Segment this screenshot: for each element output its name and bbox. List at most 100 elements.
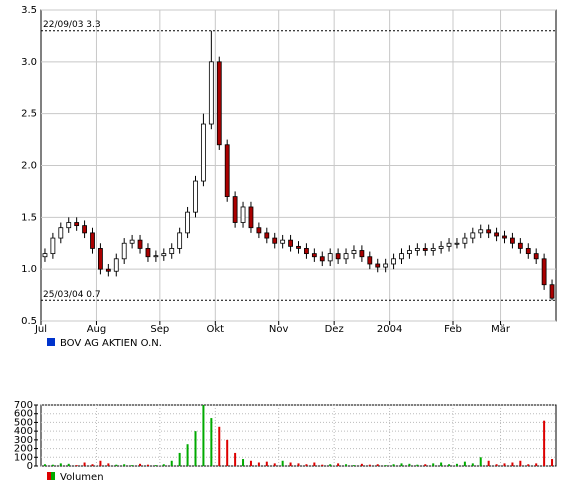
candle-body <box>478 229 484 234</box>
candle-body <box>232 196 238 223</box>
volume-bar <box>463 461 466 466</box>
volume-bar <box>535 463 538 466</box>
y-tick-label: 200 <box>14 444 33 455</box>
volume-bar <box>257 462 260 466</box>
volume-bar <box>471 463 474 466</box>
candle-body <box>454 242 460 245</box>
candle-body <box>145 248 151 258</box>
x-tick-label: Feb <box>444 324 462 335</box>
volume-bar <box>59 463 62 466</box>
volume-bar <box>202 405 205 466</box>
x-tick-label: Aug <box>87 324 107 335</box>
volume-bar <box>479 457 482 466</box>
candle-body <box>502 235 507 239</box>
x-tick-label: Nov <box>269 324 289 335</box>
volume-bar <box>91 464 94 466</box>
candle-body <box>525 248 531 255</box>
volume-bar <box>345 464 348 466</box>
volume-bar <box>107 463 110 466</box>
volume-bar <box>210 418 213 466</box>
candle-body <box>430 248 436 251</box>
y-tick-label: 2.5 <box>21 109 37 120</box>
volume-bar <box>313 462 316 466</box>
candle-body <box>224 144 230 197</box>
volume-bar <box>487 460 490 466</box>
x-tick-label: Sep <box>150 324 169 335</box>
candle-body <box>208 61 214 125</box>
volume-bar <box>376 464 379 466</box>
y-tick-label: 2.0 <box>21 161 37 172</box>
candle-body <box>42 253 48 258</box>
volume-bar <box>352 465 355 466</box>
candle-body <box>517 242 523 249</box>
candle-body <box>74 222 80 227</box>
candle-body <box>248 206 254 229</box>
volume-bar <box>115 464 118 466</box>
volume-bar <box>265 461 268 466</box>
volume-bar <box>543 420 546 466</box>
candle-body <box>470 232 476 239</box>
volume-bar <box>218 426 221 466</box>
candle-body <box>510 237 515 244</box>
candle-body <box>153 255 159 258</box>
candle-body <box>272 237 278 244</box>
candle-body <box>462 237 468 244</box>
volume-bar <box>281 460 284 466</box>
volume-bar <box>503 463 506 466</box>
volume-bar <box>131 465 134 466</box>
candle-body <box>169 248 175 255</box>
volume-bar <box>273 463 276 466</box>
candle-body <box>66 222 72 229</box>
volume-bar <box>194 431 197 466</box>
annotation-text: 22/09/03 3.3 <box>43 20 101 30</box>
volume-bar <box>154 465 157 466</box>
candle-body <box>414 248 420 251</box>
volume-bar <box>43 464 46 466</box>
y-tick-label: 500 <box>14 417 33 428</box>
legend-swatch <box>47 338 55 346</box>
volume-bar <box>519 460 522 466</box>
candle-body <box>375 263 381 268</box>
candle-body <box>201 123 206 182</box>
volume-plot-frame <box>40 404 557 467</box>
candle-body <box>335 253 341 260</box>
candle-body <box>121 242 127 260</box>
candle-body <box>383 263 389 268</box>
candle-body <box>399 253 404 260</box>
candle-body <box>216 61 222 146</box>
candle-body <box>327 253 333 262</box>
candle-body <box>264 232 270 239</box>
x-tick-label: Dez <box>325 324 344 335</box>
volume-bar <box>432 463 435 466</box>
volume-bar <box>384 465 387 466</box>
y-tick-label: 3.0 <box>21 57 37 68</box>
x-tick-label: Mär <box>491 324 511 335</box>
y-tick-label: 3.5 <box>21 5 37 16</box>
y-tick-label: 0.5 <box>21 316 37 327</box>
candle-body <box>304 248 309 255</box>
volume-bar <box>424 464 427 466</box>
volume-bar <box>99 460 102 466</box>
candle-body <box>541 258 547 286</box>
volume-bar <box>337 463 340 466</box>
volume-bar <box>289 462 292 466</box>
y-tick-label: 700 <box>14 400 33 411</box>
candle-body <box>407 250 412 255</box>
volume-bar <box>329 464 332 466</box>
candle-body <box>82 225 87 234</box>
candle-body <box>549 284 555 299</box>
legend-label: Volumen <box>60 472 104 483</box>
x-tick-label: 2004 <box>377 324 402 335</box>
volume-bar <box>511 462 514 466</box>
y-tick-label: 100 <box>14 452 33 463</box>
volume-bar <box>170 460 173 466</box>
candle-body <box>177 232 183 249</box>
volume-bar <box>234 452 237 466</box>
candle-body <box>185 211 190 234</box>
candle-body <box>161 253 167 257</box>
candle-body <box>193 180 198 213</box>
y-tick-label: 0 <box>27 461 33 472</box>
volume-bar <box>400 463 403 466</box>
candle-body <box>240 206 246 223</box>
y-tick-label: 1.0 <box>21 264 37 275</box>
